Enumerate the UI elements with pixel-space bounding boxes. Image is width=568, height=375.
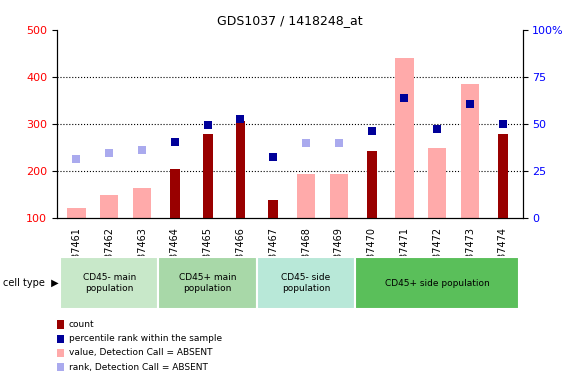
Text: rank, Detection Call = ABSENT: rank, Detection Call = ABSENT xyxy=(69,363,207,372)
Bar xyxy=(268,200,278,217)
Bar xyxy=(203,134,212,218)
Text: percentile rank within the sample: percentile rank within the sample xyxy=(69,334,222,343)
Text: CD45+ side population: CD45+ side population xyxy=(385,279,490,288)
Bar xyxy=(395,58,414,217)
Text: CD45- main
population: CD45- main population xyxy=(83,273,136,293)
Bar xyxy=(498,134,508,218)
Text: count: count xyxy=(69,320,94,329)
Bar xyxy=(170,169,180,217)
Text: cell type  ▶: cell type ▶ xyxy=(3,278,59,288)
Bar xyxy=(236,122,245,218)
Bar xyxy=(367,152,377,217)
Bar xyxy=(428,148,446,217)
Text: CD45- side
population: CD45- side population xyxy=(282,273,331,293)
Bar xyxy=(68,208,86,218)
Title: GDS1037 / 1418248_at: GDS1037 / 1418248_at xyxy=(217,15,362,27)
Text: value, Detection Call = ABSENT: value, Detection Call = ABSENT xyxy=(69,348,212,357)
Bar xyxy=(330,174,348,217)
Bar xyxy=(133,188,151,218)
Text: CD45+ main
population: CD45+ main population xyxy=(179,273,236,293)
Bar xyxy=(461,84,479,218)
Bar xyxy=(297,174,315,217)
Bar xyxy=(101,195,118,217)
